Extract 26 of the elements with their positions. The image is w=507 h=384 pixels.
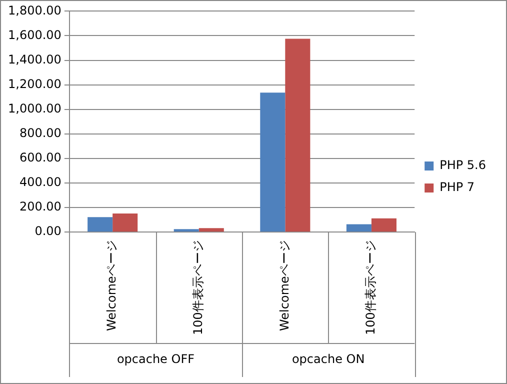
x-tick-label: 100件表示ページ: [364, 240, 378, 335]
bar: [371, 218, 396, 232]
y-tick-label: 0.00: [34, 224, 62, 238]
text: opcache OFF: [116, 352, 195, 366]
bar: [260, 92, 286, 232]
y-tick-label: 1,400.00: [8, 52, 62, 66]
x-tick-label: Welcomeページ: [104, 240, 119, 331]
y-tick-label: 800.00: [19, 126, 62, 140]
y-tick-label: 200.00: [19, 200, 62, 214]
bar: [346, 224, 372, 232]
y-tick-label: 600.00: [19, 150, 62, 165]
x-tick-label: 100件表示ページ: [191, 240, 205, 335]
bar: [285, 38, 310, 232]
y-tick-label: 1,800.00: [8, 3, 62, 18]
y-tick-label: 1,200.00: [8, 76, 62, 91]
text: opcache ON: [292, 352, 365, 366]
legend-label: PHP 5.6: [440, 158, 486, 172]
legend-label: PHP 7: [440, 180, 475, 194]
bar: [174, 229, 199, 232]
bar: [112, 213, 138, 232]
bar: [198, 228, 224, 232]
x-tick-label: Welcomeページ: [277, 240, 292, 331]
y-tick-label: 1,600.00: [8, 28, 62, 42]
bar: [88, 217, 113, 232]
y-tick-label: 1,000.00: [8, 102, 62, 116]
y-tick-label: 400.00: [19, 175, 62, 190]
